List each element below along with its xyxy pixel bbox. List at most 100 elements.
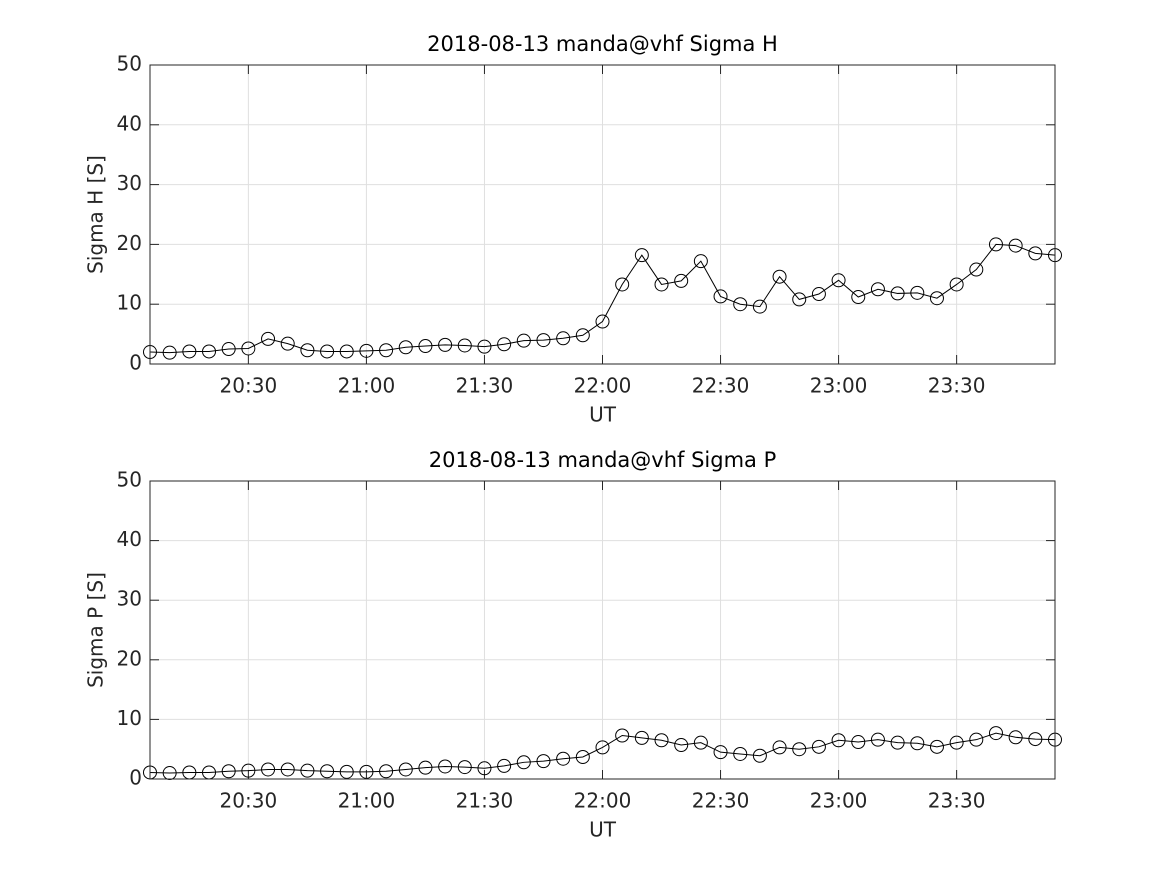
data-marker	[261, 762, 276, 777]
y-tick-label: 20	[117, 646, 142, 670]
data-marker	[654, 733, 669, 748]
x-tick-label: 22:30	[692, 789, 750, 813]
data-marker	[733, 297, 748, 312]
x-tick-label: 23:00	[810, 789, 868, 813]
data-marker	[733, 746, 748, 761]
y-tick-label: 40	[117, 527, 142, 551]
x-tick-label: 20:30	[220, 789, 278, 813]
data-marker	[595, 740, 610, 755]
data-marker	[398, 340, 413, 355]
data-marker	[792, 292, 807, 307]
data-marker	[792, 742, 807, 757]
y-axis-label: Sigma H [S]	[84, 155, 108, 274]
data-marker	[693, 735, 708, 750]
data-marker	[870, 732, 885, 747]
y-tick-label: 50	[117, 468, 142, 492]
data-marker	[870, 282, 885, 297]
data-marker	[280, 336, 295, 351]
data-marker	[969, 262, 984, 277]
x-axis-label: UT	[589, 818, 617, 842]
data-marker	[811, 739, 826, 754]
data-marker	[851, 290, 866, 305]
data-marker	[1008, 238, 1023, 253]
data-marker	[261, 331, 276, 346]
data-marker	[241, 341, 256, 356]
x-axis-label: UT	[589, 403, 617, 427]
data-marker	[752, 299, 767, 314]
x-tick-label: 22:30	[692, 374, 750, 398]
data-marker	[674, 273, 689, 288]
data-marker	[772, 740, 787, 755]
data-marker	[988, 237, 1003, 252]
data-marker	[339, 764, 354, 779]
y-tick-label: 0	[129, 766, 142, 790]
data-marker	[556, 331, 571, 346]
data-marker	[457, 760, 472, 775]
data-marker	[516, 755, 531, 770]
data-marker	[497, 337, 512, 352]
data-marker	[300, 763, 315, 778]
data-marker	[831, 273, 846, 288]
data-marker	[910, 736, 925, 751]
x-tick-label: 21:30	[456, 374, 514, 398]
x-tick-label: 22:00	[574, 789, 632, 813]
data-marker	[752, 748, 767, 763]
y-tick-label: 40	[117, 111, 142, 135]
data-marker	[221, 764, 236, 779]
x-tick-label: 21:30	[456, 789, 514, 813]
data-marker	[516, 333, 531, 348]
data-marker	[556, 751, 571, 766]
data-marker	[438, 759, 453, 774]
data-marker	[202, 344, 217, 359]
data-marker	[615, 277, 630, 292]
data-marker	[418, 339, 433, 354]
data-marker	[320, 344, 335, 359]
data-marker	[1008, 730, 1023, 745]
y-tick-label: 20	[117, 231, 142, 255]
data-marker	[851, 735, 866, 750]
data-marker	[241, 763, 256, 778]
data-marker	[221, 342, 236, 357]
data-marker	[713, 289, 728, 304]
data-marker	[418, 760, 433, 775]
data-marker	[772, 269, 787, 284]
data-marker	[379, 343, 394, 358]
data-marker	[162, 345, 177, 360]
data-marker	[890, 286, 905, 301]
plot-frame	[149, 480, 1056, 780]
chart-title: 2018-08-13 manda@vhf Sigma H	[427, 32, 778, 56]
y-tick-label: 0	[129, 351, 142, 375]
data-marker	[949, 735, 964, 750]
data-marker	[1028, 732, 1043, 747]
data-marker	[929, 291, 944, 306]
data-marker	[379, 764, 394, 779]
data-marker	[359, 343, 374, 358]
x-tick-label: 22:00	[574, 374, 632, 398]
data-marker	[654, 277, 669, 292]
data-marker	[595, 314, 610, 329]
x-tick-label: 21:00	[338, 789, 396, 813]
data-marker	[634, 730, 649, 745]
data-marker	[280, 762, 295, 777]
data-marker	[674, 738, 689, 753]
data-marker	[162, 766, 177, 781]
chart-title: 2018-08-13 manda@vhf Sigma P	[429, 448, 777, 472]
data-marker	[457, 338, 472, 353]
data-marker	[713, 745, 728, 760]
data-marker	[320, 764, 335, 779]
y-tick-label: 10	[117, 291, 142, 315]
data-marker	[811, 287, 826, 302]
x-tick-label: 21:00	[338, 374, 396, 398]
data-marker	[831, 733, 846, 748]
data-marker	[300, 343, 315, 358]
data-marker	[969, 732, 984, 747]
data-marker	[477, 339, 492, 354]
data-marker	[615, 728, 630, 743]
x-tick-label: 20:30	[220, 374, 278, 398]
data-marker	[477, 761, 492, 776]
data-marker	[536, 754, 551, 769]
plot-frame	[149, 64, 1056, 365]
data-marker	[575, 328, 590, 343]
data-marker	[339, 344, 354, 359]
